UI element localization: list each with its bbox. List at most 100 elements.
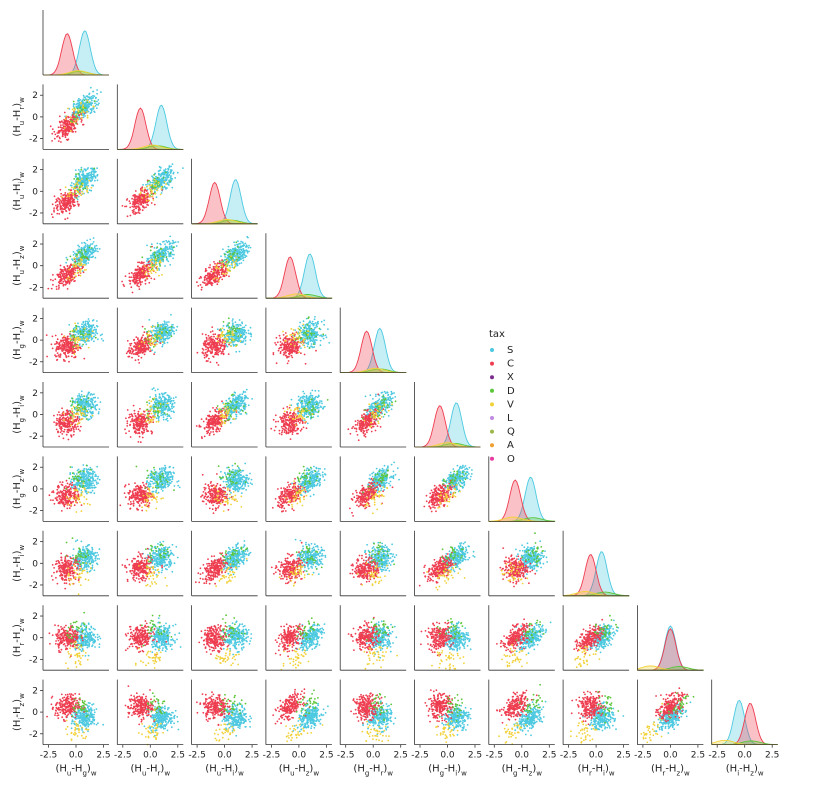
point-C bbox=[141, 281, 143, 283]
point-C bbox=[132, 277, 134, 279]
point-S bbox=[88, 318, 90, 320]
point-S bbox=[241, 262, 243, 264]
point-S bbox=[246, 244, 248, 246]
point-V bbox=[61, 196, 63, 198]
point-C bbox=[144, 346, 146, 348]
point-S bbox=[164, 334, 166, 336]
point-C bbox=[61, 345, 63, 347]
point-C bbox=[141, 357, 143, 359]
point-S bbox=[157, 322, 159, 324]
point-S bbox=[242, 251, 244, 253]
point-C bbox=[215, 345, 217, 347]
point-S bbox=[163, 241, 165, 243]
point-C bbox=[214, 345, 216, 347]
point-C bbox=[215, 281, 217, 283]
point-C bbox=[138, 343, 140, 345]
point-S bbox=[83, 96, 85, 98]
point-S bbox=[147, 183, 149, 185]
point-S bbox=[85, 322, 87, 324]
point-C bbox=[146, 343, 148, 345]
point-S bbox=[163, 169, 165, 171]
point-D bbox=[157, 185, 159, 187]
point-S bbox=[146, 245, 148, 247]
point-V bbox=[73, 110, 75, 112]
point-C bbox=[130, 215, 132, 217]
point-C bbox=[137, 265, 139, 267]
point-V bbox=[231, 338, 233, 340]
point-V bbox=[228, 330, 230, 332]
point-C bbox=[68, 267, 70, 269]
point-V bbox=[156, 343, 158, 345]
point-C bbox=[141, 348, 143, 350]
point-S bbox=[96, 101, 98, 103]
point-C bbox=[63, 347, 65, 349]
point-S bbox=[165, 168, 167, 170]
point-S bbox=[83, 242, 85, 244]
point-C bbox=[207, 272, 209, 274]
point-C bbox=[67, 117, 69, 119]
point-C bbox=[70, 189, 72, 191]
point-D bbox=[236, 259, 238, 261]
point-C bbox=[138, 203, 140, 205]
point-C bbox=[208, 335, 210, 337]
point-S bbox=[300, 347, 302, 349]
point-S bbox=[86, 240, 88, 242]
point-C bbox=[199, 277, 201, 279]
point-D bbox=[87, 334, 89, 336]
point-C bbox=[52, 336, 54, 338]
point-S bbox=[94, 175, 96, 177]
point-C bbox=[131, 272, 133, 274]
point-C bbox=[202, 352, 204, 354]
point-S bbox=[96, 93, 98, 95]
point-S bbox=[150, 257, 152, 259]
point-C bbox=[56, 341, 58, 343]
point-V bbox=[85, 333, 87, 335]
point-C bbox=[203, 344, 205, 346]
point-S bbox=[101, 338, 103, 340]
point-D bbox=[228, 261, 230, 263]
point-C bbox=[207, 347, 209, 349]
point-V bbox=[223, 338, 225, 340]
point-C bbox=[143, 344, 145, 346]
point-C bbox=[66, 130, 68, 132]
point-C bbox=[61, 270, 63, 272]
point-S bbox=[164, 251, 166, 253]
point-S bbox=[75, 106, 77, 108]
point-V bbox=[234, 265, 236, 267]
point-V bbox=[154, 339, 156, 341]
point-C bbox=[142, 326, 144, 328]
point-D bbox=[83, 256, 85, 258]
point-S bbox=[232, 318, 234, 320]
point-S bbox=[244, 338, 246, 340]
point-C bbox=[65, 273, 67, 275]
point-S bbox=[228, 246, 230, 248]
point-D bbox=[232, 253, 234, 255]
point-C bbox=[75, 131, 77, 133]
point-V bbox=[81, 112, 83, 114]
point-S bbox=[234, 336, 236, 338]
point-C bbox=[128, 273, 130, 275]
point-C bbox=[129, 200, 131, 202]
point-C bbox=[60, 124, 62, 126]
point-D bbox=[75, 173, 77, 175]
point-C bbox=[57, 352, 59, 354]
point-S bbox=[97, 251, 99, 253]
point-V bbox=[227, 259, 229, 261]
point-S bbox=[75, 334, 77, 336]
point-V bbox=[146, 185, 148, 187]
point-S bbox=[84, 247, 86, 249]
point-V bbox=[150, 184, 152, 186]
point-C bbox=[218, 344, 220, 346]
point-D bbox=[228, 322, 230, 324]
point-V bbox=[221, 332, 223, 334]
point-V bbox=[93, 106, 95, 108]
point-S bbox=[88, 94, 90, 96]
point-C bbox=[212, 273, 214, 275]
point-V bbox=[87, 188, 89, 190]
point-C bbox=[71, 271, 73, 273]
point-D bbox=[77, 252, 79, 254]
point-S bbox=[164, 243, 166, 245]
point-C bbox=[201, 287, 203, 289]
point-S bbox=[175, 329, 177, 331]
point-C bbox=[64, 192, 66, 194]
